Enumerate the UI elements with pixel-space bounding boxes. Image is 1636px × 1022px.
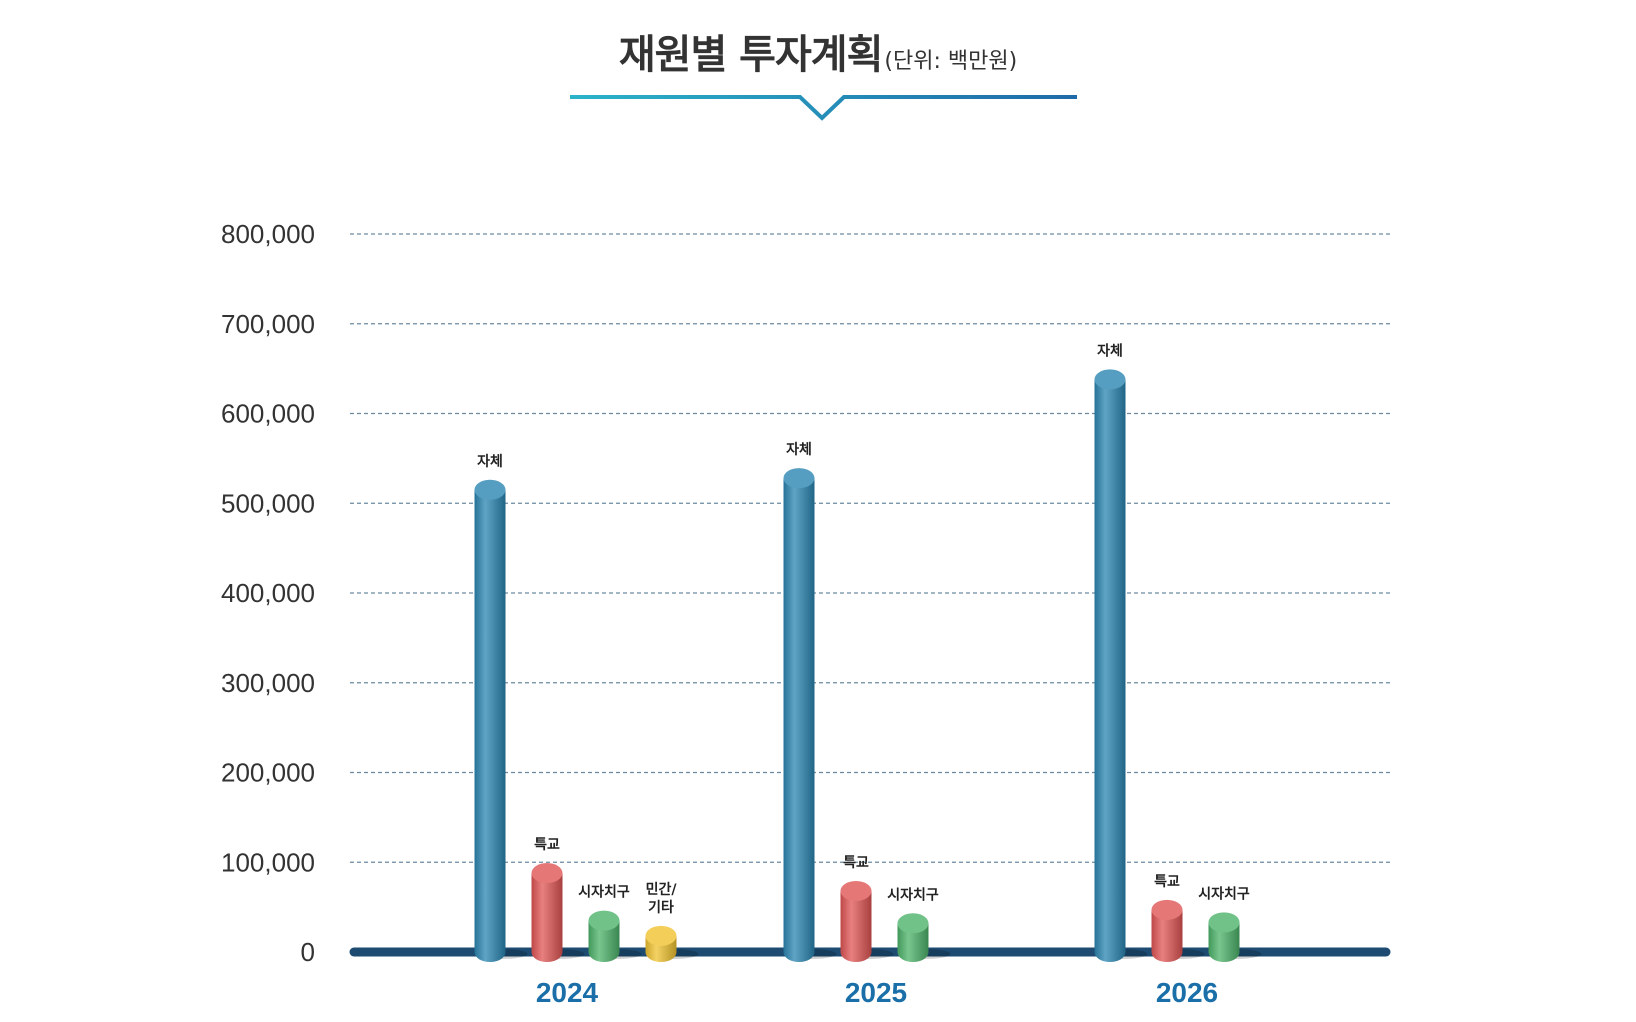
chart-title-block: 재원별 투자계획(단위: 백만원) [0, 22, 1636, 80]
bar-body [531, 873, 563, 963]
bar-cap [645, 925, 677, 946]
bar-2024-특교: 특교 [531, 837, 585, 963]
y-tick-label: 0 [301, 937, 315, 967]
title-underline [570, 95, 1077, 121]
bar-label: 특교 [843, 855, 869, 871]
bar-body [783, 478, 815, 963]
bar-cap [1094, 369, 1126, 390]
bar-2025-시자치구: 시자치구 [887, 887, 951, 963]
x-axis-ticks: 2024 2025 2026 [536, 977, 1218, 1008]
x-tick-label: 2024 [536, 977, 599, 1008]
bar-2024-시자치구: 시자치구 [578, 885, 642, 963]
bar-2025-자체: 자체 [783, 442, 837, 963]
chart-unit: (단위: 백만원) [884, 49, 1018, 74]
bar-body [840, 890, 872, 963]
bar-2024-민간/기타: 민간/기타 [645, 881, 699, 963]
y-tick-label: 200,000 [221, 758, 315, 788]
bar-label: 자체 [1097, 343, 1123, 359]
bar-label: 자체 [786, 442, 812, 458]
y-tick-label: 600,000 [221, 399, 315, 429]
y-tick-label: 300,000 [221, 668, 315, 698]
bar-body [1208, 922, 1240, 963]
bar-cap [531, 863, 563, 884]
bar-body [1094, 379, 1126, 963]
y-tick-label: 800,000 [221, 219, 315, 249]
bar-cap [783, 468, 815, 489]
bar-2026-자체: 자체 [1094, 343, 1148, 963]
bar-label: 시자치구 [1198, 886, 1250, 902]
bar-label: 특교 [534, 837, 560, 853]
y-tick-label: 500,000 [221, 488, 315, 518]
y-tick-label: 100,000 [221, 847, 315, 877]
bar-label: 자체 [477, 454, 503, 470]
bar-cap [1151, 899, 1183, 920]
bar-cap [588, 910, 620, 931]
bar-2026-특교: 특교 [1151, 874, 1205, 963]
bar-body [897, 923, 929, 963]
bar-body [588, 920, 620, 963]
bar-body [474, 489, 506, 963]
bar-2026-시자치구: 시자치구 [1198, 886, 1262, 963]
x-tick-label: 2026 [1156, 977, 1218, 1008]
grid-lines [350, 233, 1390, 863]
chart-title: 재원별 투자계획 [618, 32, 884, 78]
bar-label: 민간/ [646, 881, 678, 898]
bar-cap [474, 479, 506, 500]
x-tick-label: 2025 [845, 977, 907, 1008]
y-tick-label: 400,000 [221, 578, 315, 608]
bar-cap [897, 913, 929, 934]
bar-label: 특교 [1154, 874, 1180, 890]
bar-label: 시자치구 [887, 887, 939, 903]
bar-label: 시자치구 [578, 885, 630, 901]
bar-body [1151, 909, 1183, 963]
bar-cap [840, 880, 872, 901]
y-tick-label: 700,000 [221, 309, 315, 339]
y-axis-ticks: 800,000 700,000 600,000 500,000 400,000 300,0… [221, 219, 315, 967]
bar-2024-자체: 자체 [474, 454, 528, 963]
bar-label: 기타 [648, 900, 674, 916]
bar-2025-특교: 특교 [840, 855, 894, 963]
bar-cap [1208, 912, 1240, 933]
title-underline-line [570, 95, 1077, 121]
